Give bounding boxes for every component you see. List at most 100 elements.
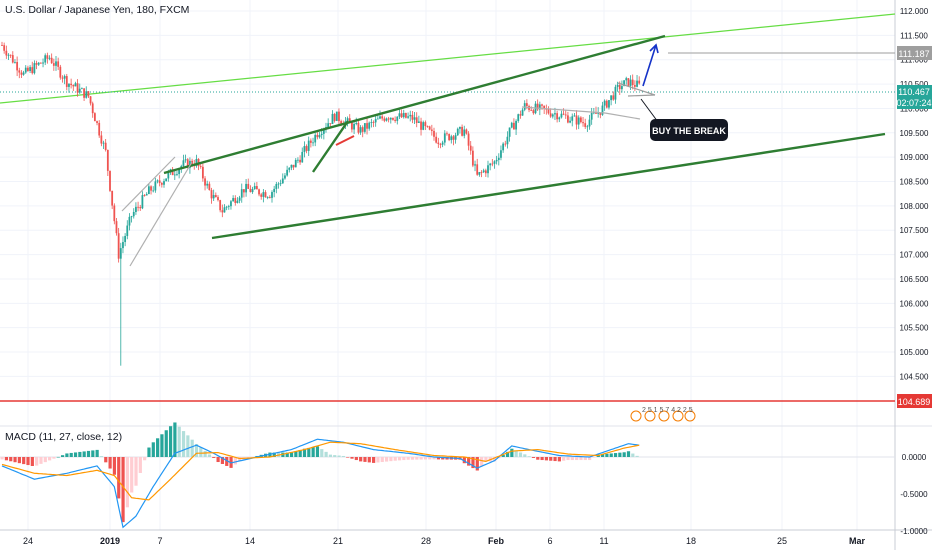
macd-bar (570, 457, 574, 461)
candle-body (504, 143, 507, 145)
breakout-segment-line[interactable] (312, 120, 349, 173)
event-markers[interactable]: 2 5 1 5 7 4 2 2 5 (630, 407, 696, 422)
candle-body (513, 122, 515, 130)
macd-bar (13, 457, 17, 463)
candle-body (424, 122, 427, 127)
grid (0, 0, 895, 530)
candle-body (290, 164, 293, 168)
price-tick: 106.000 (900, 299, 929, 308)
macd-bar (121, 457, 125, 523)
macd-bar (579, 457, 583, 461)
macd-bar (415, 457, 419, 460)
pennant-bottom-line[interactable] (604, 112, 641, 120)
long-trend-line[interactable] (0, 13, 896, 104)
candle-body (182, 160, 185, 167)
candle-body (91, 103, 94, 114)
candle-body (37, 62, 40, 65)
candle-body (549, 113, 552, 117)
candle-body (301, 151, 304, 163)
candle-body (426, 126, 429, 127)
macd-bar (143, 457, 147, 461)
candle-body (251, 189, 254, 193)
macd-bar (190, 439, 194, 457)
macd-bar (289, 452, 294, 457)
macd-bar (402, 457, 406, 461)
candle-body (530, 109, 533, 111)
candle-body (428, 126, 431, 130)
candle-body (582, 122, 584, 124)
flag-bottom-line[interactable] (627, 94, 656, 97)
macd-bar (333, 455, 337, 457)
macd-bar (60, 455, 65, 457)
candle-body (541, 104, 543, 106)
candle-body (461, 126, 463, 136)
candle-body (493, 161, 496, 164)
time-tick: 11 (599, 536, 608, 546)
macd-bar (39, 457, 43, 464)
pattern-line-1[interactable] (121, 156, 176, 212)
candle-body (430, 129, 433, 131)
candle-body (76, 83, 79, 93)
svg-text:110.467: 110.467 (898, 87, 930, 97)
candle-body (575, 115, 578, 125)
candle-body (113, 205, 116, 222)
flag-top-line[interactable] (617, 82, 656, 96)
channel-upper-line[interactable] (163, 34, 666, 175)
pennant-top-line[interactable] (521, 106, 606, 114)
macd-axis[interactable]: 0.0000 -0.5000 -1.0000 (900, 453, 928, 536)
macd-bar (428, 457, 432, 460)
macd-bar (518, 452, 523, 457)
candle-body (50, 57, 53, 64)
candle-body (109, 170, 111, 191)
macd-bar (220, 457, 225, 464)
macd-bar (510, 448, 514, 457)
candle-body (491, 163, 494, 165)
macd-bar (130, 457, 134, 493)
candle-body (255, 186, 258, 190)
callout-text: BUY THE BREAK (652, 126, 726, 136)
time-axis[interactable]: 24 2019 7 14 21 28 Feb 6 11 18 25 Mar (23, 536, 866, 546)
macd-bar (350, 457, 354, 459)
svg-text:104.689: 104.689 (898, 397, 931, 407)
candle-body (68, 83, 70, 87)
pattern-line-2[interactable] (129, 161, 193, 267)
candle-body (214, 195, 217, 198)
candle-body (329, 123, 332, 125)
macd-bar (549, 457, 553, 461)
candle-body (173, 174, 176, 176)
macd-bar (302, 448, 307, 457)
pullback-segment-line[interactable] (335, 135, 355, 146)
macd-bar (626, 451, 631, 457)
macd-bar (618, 452, 622, 457)
price-tick: 106.500 (900, 275, 929, 284)
candle-body (297, 159, 299, 161)
macd-bar (523, 454, 527, 457)
candle-body (87, 91, 90, 97)
candle-body (627, 78, 630, 86)
macd-bar (233, 457, 237, 465)
breakout-arrow-icon[interactable] (642, 43, 659, 87)
macd-tick: -1.0000 (900, 527, 928, 536)
price-tick: 112.000 (900, 7, 929, 16)
candle-body (422, 122, 425, 130)
candle-body (210, 190, 213, 199)
candle-body (128, 216, 131, 226)
candle-body (208, 183, 211, 191)
candle-body (307, 140, 310, 151)
candle-body (303, 146, 306, 152)
macd-bar (553, 457, 557, 462)
macd-bar (328, 454, 333, 457)
macd-bar (86, 450, 91, 457)
candle-body (478, 172, 481, 175)
buy-the-break-callout[interactable]: BUY THE BREAK (640, 98, 728, 141)
channel-lower-line[interactable] (211, 132, 886, 240)
candle-body (538, 104, 541, 110)
candle-body (554, 113, 556, 115)
price-tick: 107.500 (900, 226, 929, 235)
macd-bar (17, 457, 21, 464)
candle-body (59, 66, 62, 78)
candle-body (532, 110, 535, 114)
candle-body (392, 117, 394, 120)
candle-body (579, 117, 582, 123)
